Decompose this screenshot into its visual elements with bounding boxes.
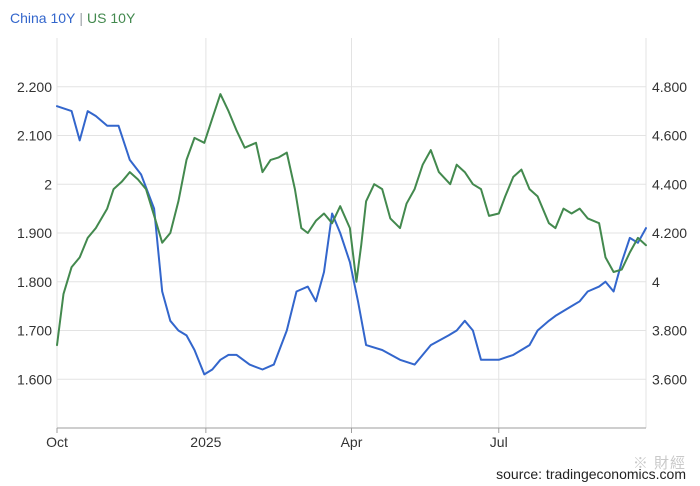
y-left-tick-label: 1.700 — [17, 323, 52, 339]
y-right-tick-label: 4.800 — [652, 79, 687, 95]
legend-separator: | — [79, 10, 84, 26]
legend: China 10Y | US 10Y — [10, 10, 135, 26]
y-right-tick-label: 4.400 — [652, 176, 687, 192]
y-left-tick-label: 1.800 — [17, 274, 52, 290]
y-right-tick-label: 4 — [652, 274, 660, 290]
legend-us[interactable]: US 10Y — [87, 10, 136, 26]
x-tick-label: Oct — [46, 434, 68, 450]
legend-china[interactable]: China 10Y — [10, 10, 76, 26]
y-right-tick-label: 3.600 — [652, 371, 687, 387]
series-line-china-10y — [56, 105, 647, 376]
y-right-tick-label: 4.600 — [652, 128, 687, 144]
y-left-tick-label: 1.600 — [17, 371, 52, 387]
x-tick-label: Apr — [341, 434, 363, 450]
y-right-tick-label: 4.200 — [652, 225, 687, 241]
x-tick-label: Jul — [490, 434, 508, 450]
y-right-tick-label: 3.800 — [652, 323, 687, 339]
x-tick-label: 2025 — [190, 434, 221, 450]
y-left-tick-label: 1.900 — [17, 225, 52, 241]
source-label: source: tradingeconomics.com — [496, 466, 686, 482]
y-left-tick-label: 2.200 — [17, 79, 52, 95]
y-left-tick-label: 2.100 — [17, 128, 52, 144]
watermark: ※ 財經 — [632, 455, 686, 472]
series-line-us-10y — [56, 93, 647, 347]
y-left-tick-label: 2 — [44, 176, 52, 192]
